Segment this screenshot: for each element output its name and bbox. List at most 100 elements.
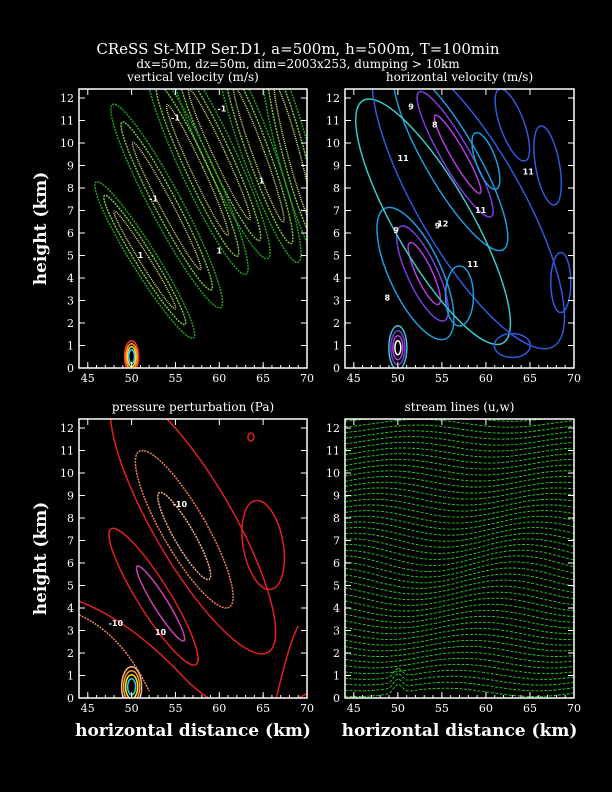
y-tick-label: 0 bbox=[333, 692, 340, 705]
y-tick-label: 10 bbox=[326, 467, 340, 480]
streamline bbox=[345, 544, 574, 560]
contour-line bbox=[120, 121, 214, 291]
streamline bbox=[345, 464, 574, 476]
streamline bbox=[345, 615, 574, 629]
contour-line bbox=[110, 103, 224, 309]
streamline bbox=[345, 573, 574, 589]
streamline bbox=[345, 672, 574, 686]
y-tick-label: 8 bbox=[67, 512, 74, 525]
y-tick-label: 3 bbox=[67, 295, 74, 308]
contour-line bbox=[392, 89, 509, 252]
streamline bbox=[345, 470, 574, 482]
y-tick-label: 5 bbox=[333, 250, 340, 263]
y-tick-label: 4 bbox=[67, 602, 74, 615]
streamline bbox=[345, 591, 574, 606]
streamline bbox=[345, 515, 574, 530]
y-tick-label: 1 bbox=[67, 670, 74, 683]
contour-line bbox=[108, 527, 199, 666]
x-axis-label: horizontal distance (km) bbox=[342, 721, 578, 741]
streamline bbox=[345, 603, 574, 618]
contour-line bbox=[79, 614, 150, 692]
contour-line bbox=[232, 89, 285, 223]
streamline bbox=[345, 424, 574, 434]
streamline bbox=[345, 627, 574, 640]
y-tick-label: 8 bbox=[333, 182, 340, 195]
contour-line bbox=[550, 251, 572, 314]
x-tick-label: 45 bbox=[81, 372, 95, 385]
streamline bbox=[345, 683, 574, 697]
plot-area: -10 -10 10 bbox=[79, 419, 307, 698]
streamline bbox=[345, 436, 574, 446]
y-tick-label: 5 bbox=[67, 580, 74, 593]
panel-title: vertical velocity (m/s) bbox=[126, 70, 259, 84]
contour-line bbox=[241, 499, 286, 591]
contour-line bbox=[177, 89, 262, 242]
y-tick-label: 4 bbox=[333, 272, 340, 285]
x-tick-label: 70 bbox=[567, 372, 581, 385]
contour-label: 1 bbox=[259, 177, 265, 186]
mountain-contour bbox=[120, 666, 143, 698]
y-tick-label: 9 bbox=[67, 490, 74, 503]
contour-line bbox=[79, 600, 307, 698]
streamline bbox=[345, 430, 574, 440]
streamline bbox=[345, 458, 574, 470]
x-tick-label: 50 bbox=[391, 702, 405, 715]
plot-frame bbox=[78, 418, 308, 699]
contour-label: -10 bbox=[173, 500, 188, 509]
streamline bbox=[345, 555, 574, 572]
y-tick-label: 8 bbox=[67, 182, 74, 195]
y-tick-label: 6 bbox=[67, 227, 74, 240]
contour-label: 1 bbox=[217, 246, 223, 255]
contour-line bbox=[354, 98, 512, 346]
streamline bbox=[345, 481, 574, 494]
streamline bbox=[345, 663, 574, 675]
contour-line bbox=[494, 89, 531, 162]
contour-label: 8 bbox=[384, 294, 390, 303]
y-tick-label: 7 bbox=[333, 205, 340, 218]
mountain-contour bbox=[388, 325, 408, 368]
y-tick-label: 12 bbox=[60, 422, 74, 435]
contour-line bbox=[259, 89, 307, 267]
contour-line bbox=[533, 125, 563, 206]
panel-title: pressure perturbation (Pa) bbox=[112, 400, 274, 414]
contour-line bbox=[215, 89, 302, 264]
streamline bbox=[345, 487, 574, 500]
contour-line bbox=[273, 89, 307, 225]
y-tick-label: 1 bbox=[67, 340, 74, 353]
contour-label: 1 bbox=[138, 251, 144, 260]
contour-label: 11 bbox=[475, 206, 487, 215]
contour-label: 9 bbox=[393, 226, 399, 235]
y-tick-label: 1 bbox=[333, 670, 340, 683]
streamline bbox=[345, 441, 574, 452]
contour-line bbox=[247, 432, 255, 442]
contour-label: 8 bbox=[432, 120, 438, 129]
contour-line bbox=[145, 89, 249, 276]
figure-title: CReSS St-MIP Ser.D1, a=500m, h=500m, T=1… bbox=[96, 40, 500, 58]
x-tick-label: 60 bbox=[479, 372, 493, 385]
y-tick-label: 5 bbox=[67, 250, 74, 263]
contour-line bbox=[165, 103, 230, 237]
contour-line bbox=[471, 131, 501, 191]
streamline bbox=[345, 493, 574, 506]
y-tick-label: 0 bbox=[67, 692, 74, 705]
streamline bbox=[345, 621, 574, 635]
x-tick-label: 55 bbox=[435, 702, 449, 715]
y-tick-label: 5 bbox=[333, 580, 340, 593]
contour-label: 10 bbox=[155, 628, 167, 637]
y-tick-label: 6 bbox=[333, 557, 340, 570]
streamline bbox=[345, 498, 574, 512]
contour-line bbox=[433, 114, 482, 195]
y-tick-label: 7 bbox=[67, 535, 74, 548]
mountain-contour bbox=[128, 349, 136, 365]
contour-line bbox=[493, 332, 532, 359]
y-axis-label: height (km) bbox=[31, 172, 51, 286]
contour-line bbox=[395, 225, 450, 322]
y-tick-label: 2 bbox=[333, 647, 340, 660]
plot-area bbox=[345, 419, 574, 697]
y-tick-label: 11 bbox=[326, 115, 340, 128]
y-tick-label: 12 bbox=[326, 92, 340, 105]
y-tick-label: 11 bbox=[60, 115, 74, 128]
y-tick-label: 2 bbox=[67, 317, 74, 330]
